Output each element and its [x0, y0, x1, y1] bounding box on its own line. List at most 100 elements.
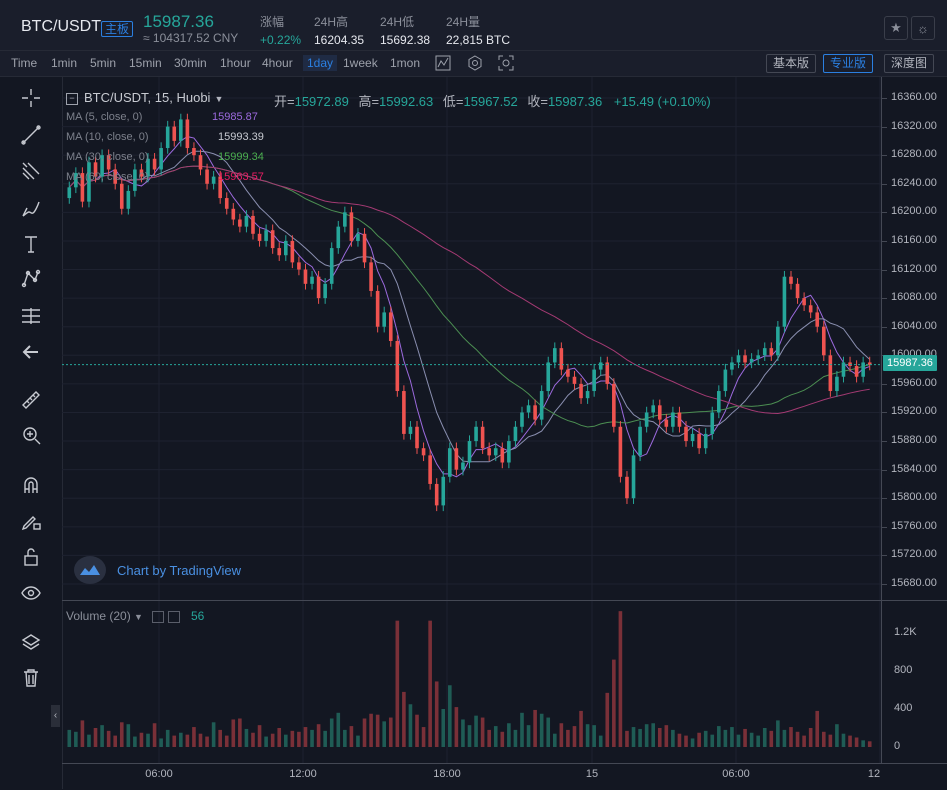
y-tick — [882, 98, 887, 99]
zoom-in-icon[interactable] — [19, 423, 43, 447]
candle — [172, 126, 177, 141]
trendline-icon[interactable] — [19, 123, 43, 147]
tf-4hour[interactable]: 4hour — [262, 56, 293, 70]
layers-icon[interactable] — [19, 631, 43, 655]
candle — [474, 426, 478, 442]
volume-bar — [592, 725, 596, 747]
close-icon[interactable] — [167, 610, 180, 623]
tf-time[interactable]: Time — [11, 56, 38, 70]
candle — [756, 355, 760, 359]
ma30-label[interactable]: MA (30, close, 0) — [66, 151, 149, 163]
candle — [290, 240, 295, 263]
magnet-icon[interactable] — [19, 473, 43, 497]
volume-bar — [441, 709, 446, 747]
candle — [303, 269, 308, 284]
volume-bar — [605, 692, 610, 747]
x-tick-label: 15 — [585, 768, 599, 780]
candle — [480, 426, 485, 449]
candle — [539, 391, 544, 420]
volume-bar — [152, 723, 157, 747]
collapse-legend-icon[interactable]: − — [66, 92, 78, 105]
candle — [841, 362, 846, 377]
tf-15min[interactable]: 15min — [129, 56, 162, 70]
fib-icon[interactable] — [19, 159, 43, 183]
price-axis[interactable]: 16360.00 16320.00 16280.00 16240.00 16200.00… — [881, 77, 947, 763]
stat-volume: 24H量 22,815 BTC — [446, 15, 511, 47]
volume-bar — [644, 724, 649, 747]
pair-title[interactable]: BTC/USDT — [21, 18, 101, 35]
pane-divider[interactable] — [62, 600, 947, 601]
settings-icon[interactable] — [152, 610, 165, 623]
y-tick-label: 16280.00 — [891, 148, 937, 161]
candle — [835, 376, 839, 392]
brush-icon[interactable] — [19, 196, 43, 220]
tf-1week[interactable]: 1week — [343, 56, 378, 70]
tf-1min[interactable]: 1min — [51, 56, 78, 70]
volume-bar — [264, 736, 268, 747]
volume-bar — [631, 727, 636, 747]
prediction-icon[interactable] — [19, 304, 43, 328]
ma60-value: 15963.57 — [218, 171, 264, 183]
ma10-label[interactable]: MA (10, close, 0) — [66, 131, 149, 143]
volume-bar — [192, 727, 196, 747]
view-depth-button[interactable]: 深度图 — [884, 54, 935, 73]
volume-bar — [795, 731, 800, 747]
candle — [343, 212, 347, 227]
eye-icon[interactable] — [19, 581, 43, 605]
settings-icon[interactable] — [466, 54, 484, 72]
star-icon[interactable]: ★ — [884, 16, 908, 40]
tf-1hour[interactable]: 1hour — [220, 56, 251, 70]
view-pro-button[interactable]: 专业版 — [823, 54, 874, 73]
ma5-line — [68, 136, 870, 478]
volume-bar — [231, 719, 236, 747]
candle — [67, 187, 72, 199]
ma5-label[interactable]: MA (5, close, 0) — [66, 111, 143, 123]
indicator-icon[interactable] — [434, 54, 452, 72]
unlock-icon[interactable] — [19, 545, 43, 569]
pattern-icon[interactable] — [19, 267, 43, 291]
tf-1day[interactable]: 1day — [303, 55, 338, 71]
volume-bar — [533, 709, 537, 747]
candle — [579, 383, 583, 399]
ruler-icon[interactable] — [19, 388, 43, 412]
trash-icon[interactable] — [19, 666, 43, 690]
candle — [612, 383, 616, 427]
screenshot-icon[interactable] — [497, 54, 515, 72]
text-icon[interactable] — [19, 232, 43, 256]
candle — [743, 355, 747, 363]
sun-icon[interactable]: ☼ — [911, 16, 935, 40]
symbol-title[interactable]: BTC/USDT, 15, Huobi — [84, 90, 211, 105]
candle — [776, 326, 780, 356]
tf-30min[interactable]: 30min — [174, 56, 207, 70]
candle — [100, 155, 104, 177]
tradingview-watermark[interactable]: Chart by TradingView — [74, 556, 241, 584]
volume-bar — [487, 729, 491, 747]
candle — [493, 448, 498, 456]
volume-bar — [703, 730, 708, 747]
volume-bar — [638, 728, 642, 747]
x-tick-label: 06:00 — [722, 768, 750, 780]
volume-bar — [612, 659, 616, 747]
tf-5min[interactable]: 5min — [90, 56, 117, 70]
candle — [467, 441, 472, 463]
candle — [782, 276, 787, 327]
y-tick — [882, 412, 887, 414]
volume-bar — [776, 720, 780, 747]
back-arrow-icon[interactable] — [19, 340, 43, 364]
collapse-toolbar-button[interactable]: ‹ — [51, 705, 60, 727]
volume-bar — [572, 726, 577, 747]
volume-bar — [448, 685, 452, 747]
crosshair-icon[interactable] — [19, 86, 43, 110]
price-chart[interactable] — [62, 77, 881, 763]
chevron-down-icon[interactable]: ▼ — [214, 94, 224, 104]
ma60-label[interactable]: MA (60, close, 0) — [66, 171, 149, 183]
view-basic-button[interactable]: 基本版 — [766, 54, 817, 73]
volume-bar — [126, 724, 131, 747]
lock-draw-icon[interactable] — [19, 509, 43, 533]
time-axis[interactable]: 06:00 12:00 18:00 15 06:00 12 — [62, 763, 947, 790]
volume-bar — [618, 611, 623, 747]
candle — [218, 176, 222, 199]
tf-1mon[interactable]: 1mon — [390, 56, 421, 70]
y-tick-label: 16320.00 — [891, 119, 937, 132]
y-tick — [882, 526, 887, 528]
